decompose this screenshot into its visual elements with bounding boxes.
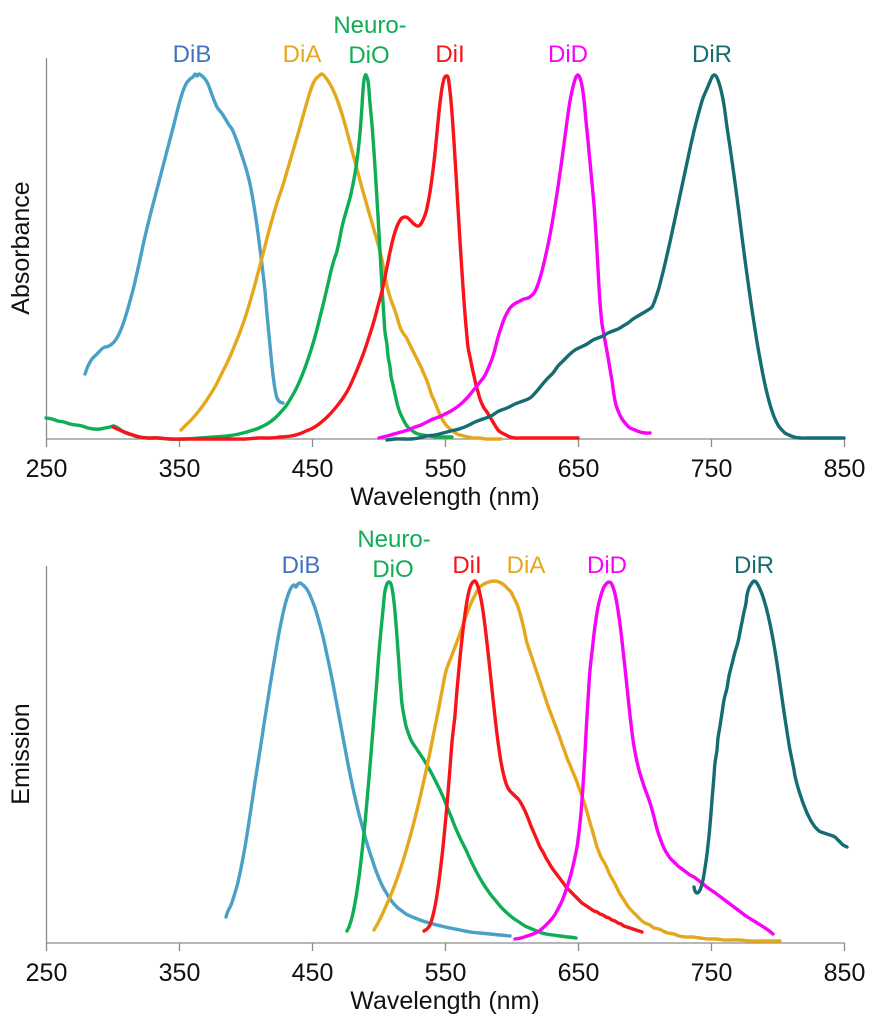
svg-text:DiI: DiI <box>435 41 464 68</box>
svg-text:Absorbance: Absorbance <box>7 181 35 314</box>
svg-text:Neuro-: Neuro- <box>333 12 406 39</box>
svg-text:Neuro-: Neuro- <box>357 526 430 553</box>
svg-text:DiA: DiA <box>283 41 322 68</box>
svg-text:DiI: DiI <box>452 552 481 579</box>
svg-text:750: 750 <box>691 455 733 483</box>
svg-text:550: 550 <box>425 455 467 483</box>
svg-text:750: 750 <box>691 959 733 987</box>
svg-text:DiB: DiB <box>173 41 212 68</box>
svg-text:450: 450 <box>292 455 334 483</box>
svg-text:250: 250 <box>26 455 68 483</box>
svg-text:450: 450 <box>292 959 334 987</box>
svg-text:DiD: DiD <box>548 41 588 68</box>
svg-text:550: 550 <box>425 959 467 987</box>
svg-text:850: 850 <box>824 455 866 483</box>
svg-text:DiA: DiA <box>507 552 546 579</box>
svg-text:Wavelength (nm): Wavelength (nm) <box>350 987 539 1015</box>
svg-text:250: 250 <box>26 959 68 987</box>
svg-text:DiR: DiR <box>692 41 732 68</box>
svg-text:650: 650 <box>558 959 600 987</box>
svg-text:350: 350 <box>159 959 201 987</box>
svg-text:650: 650 <box>558 455 600 483</box>
svg-text:DiB: DiB <box>282 552 321 579</box>
svg-text:DiO: DiO <box>348 42 389 69</box>
svg-text:Wavelength (nm): Wavelength (nm) <box>350 483 539 511</box>
svg-text:Emission: Emission <box>7 703 35 804</box>
svg-text:DiR: DiR <box>734 552 774 579</box>
svg-text:DiD: DiD <box>587 552 627 579</box>
svg-text:350: 350 <box>159 455 201 483</box>
svg-text:DiO: DiO <box>372 556 413 583</box>
svg-text:850: 850 <box>824 959 866 987</box>
